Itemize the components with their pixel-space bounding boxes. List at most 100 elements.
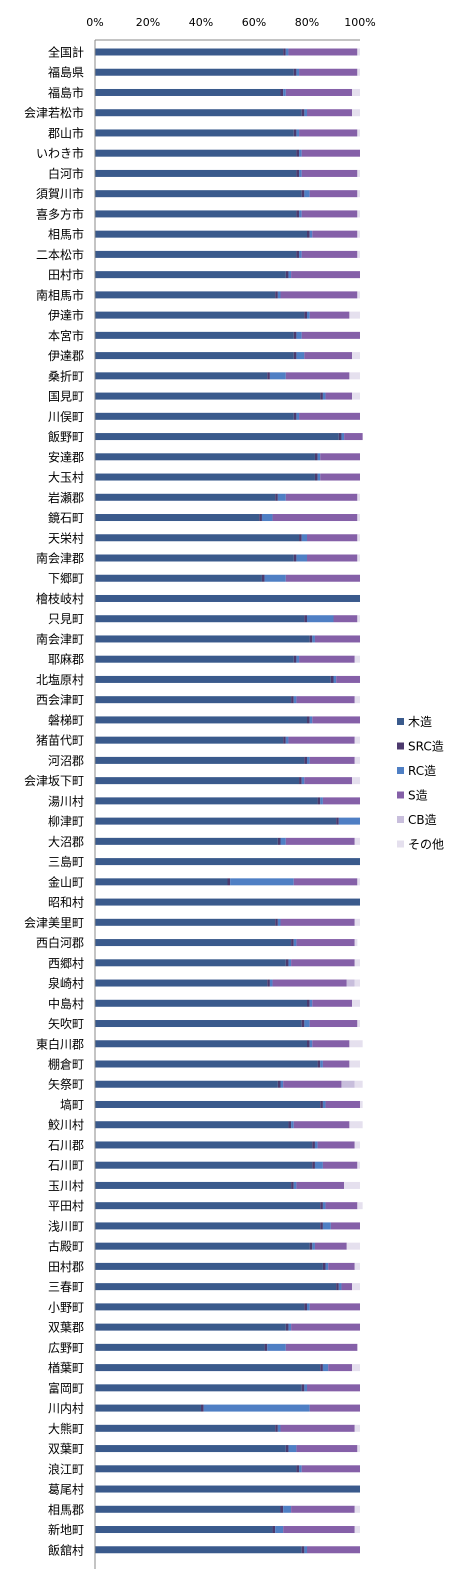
legend-swatch <box>397 840 404 848</box>
bar-segment <box>357 68 360 76</box>
bar-segment <box>317 473 321 481</box>
bar-segment <box>285 88 353 96</box>
bar-segment <box>357 291 360 299</box>
bar-segment <box>95 1141 313 1149</box>
bar-segment <box>95 352 294 360</box>
bar-segment <box>304 311 307 319</box>
bar-segment <box>267 372 270 380</box>
bar-segment <box>320 1100 323 1108</box>
bar-segment <box>285 1343 358 1351</box>
category-label: 川内村 <box>48 1402 84 1416</box>
bar-segment <box>95 48 284 56</box>
x-tick-label: 100% <box>344 16 375 29</box>
bar-segment <box>280 88 284 96</box>
bar-segment <box>325 1202 358 1210</box>
category-label: 西会津町 <box>36 693 84 707</box>
bar-segment <box>95 473 315 481</box>
category-label: 檜枝岐村 <box>36 591 84 606</box>
bar-segment <box>277 291 281 299</box>
legend-swatch <box>397 816 404 823</box>
bar-segment <box>301 1020 305 1028</box>
bar-segment <box>338 1283 342 1291</box>
bar-segment <box>283 1080 342 1088</box>
bar-segment <box>309 190 358 198</box>
bar-segment <box>314 453 318 461</box>
category-label: 矢吹町 <box>48 1017 84 1031</box>
bar-segment <box>354 736 360 744</box>
bar-segment <box>309 311 350 319</box>
bar-segment <box>95 979 268 987</box>
bar-segment <box>354 1505 360 1513</box>
bar-segment <box>277 1080 281 1088</box>
bar-segment <box>95 1121 289 1129</box>
bar-segment <box>293 68 297 76</box>
bar-segment <box>307 230 310 238</box>
bar-segment <box>95 1526 273 1534</box>
bar-segment <box>95 1546 302 1554</box>
bar-segment <box>277 493 286 501</box>
bar-segment <box>301 210 358 218</box>
bar-segment <box>275 918 278 926</box>
bar-segment <box>296 655 300 663</box>
bar-segment <box>301 190 305 198</box>
bar-segment <box>299 534 302 542</box>
category-label: 金山町 <box>48 874 84 889</box>
bar-segment <box>285 736 289 744</box>
bar-segment <box>95 1303 305 1311</box>
bar-segment <box>95 250 297 258</box>
bar-segment <box>352 777 360 785</box>
bar-segment <box>304 777 353 785</box>
category-label: 福島県 <box>48 65 84 80</box>
bar-segment <box>299 655 355 663</box>
bar-segment <box>95 1161 313 1169</box>
bar-segment <box>296 696 355 704</box>
bar-segment <box>95 1485 360 1493</box>
bar-segment <box>285 48 289 56</box>
bar-segment <box>293 878 358 886</box>
category-label: 飯野町 <box>48 429 84 444</box>
bar-segment <box>304 352 353 360</box>
bar-segment <box>307 999 310 1007</box>
legend-label: RC造 <box>408 764 436 778</box>
bar-segment <box>307 1384 360 1392</box>
bar-segment <box>288 959 292 967</box>
x-tick-label: 0% <box>86 16 103 29</box>
bar-segment <box>95 311 305 319</box>
category-label: 川俣町 <box>48 410 84 424</box>
category-label: 南相馬市 <box>36 287 84 302</box>
bar-segment <box>293 352 297 360</box>
category-label: 二本松市 <box>36 247 84 262</box>
bar-segment <box>95 271 286 279</box>
bar-segment <box>288 1323 292 1331</box>
bar-segment <box>95 1283 337 1291</box>
bar-segment <box>272 979 347 987</box>
category-label: 棚倉町 <box>48 1057 84 1072</box>
bar-segment <box>95 939 292 947</box>
bar-segment <box>352 88 360 96</box>
category-label: 猪苗代町 <box>36 734 84 748</box>
category-label: 本宮市 <box>48 328 84 343</box>
bar-segment <box>95 1020 302 1028</box>
bar-segment <box>320 1202 323 1210</box>
bar-segment <box>357 615 360 623</box>
bar-segment <box>354 939 358 947</box>
category-label: 会津美里町 <box>24 916 84 930</box>
bar-segment <box>322 1161 358 1169</box>
bar-segment <box>317 1141 355 1149</box>
bar-segment <box>296 1465 300 1473</box>
bar-segment <box>283 48 286 56</box>
bar-segment <box>280 837 286 845</box>
legend-swatch <box>397 718 404 725</box>
bar-segment <box>95 594 360 602</box>
bar-segment <box>296 352 305 360</box>
bar-segment <box>354 1526 360 1534</box>
category-label: 湯川村 <box>48 794 84 808</box>
bar-segment <box>322 1364 329 1372</box>
bar-segment <box>320 392 323 400</box>
bar-segment <box>95 514 260 522</box>
category-label: 河沼郡 <box>48 754 84 768</box>
bar-segment <box>203 1404 310 1412</box>
bar-segment <box>304 1384 307 1392</box>
